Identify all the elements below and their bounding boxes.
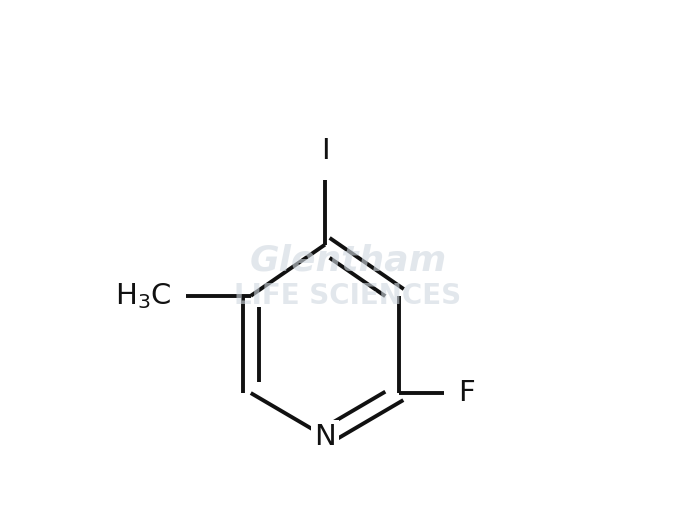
Text: Glentham: Glentham (249, 243, 447, 277)
Text: N: N (314, 423, 336, 450)
Text: H$_3$C: H$_3$C (115, 281, 171, 311)
Text: F: F (458, 379, 475, 407)
Text: LIFE SCIENCES: LIFE SCIENCES (235, 282, 461, 310)
Text: I: I (321, 137, 329, 165)
